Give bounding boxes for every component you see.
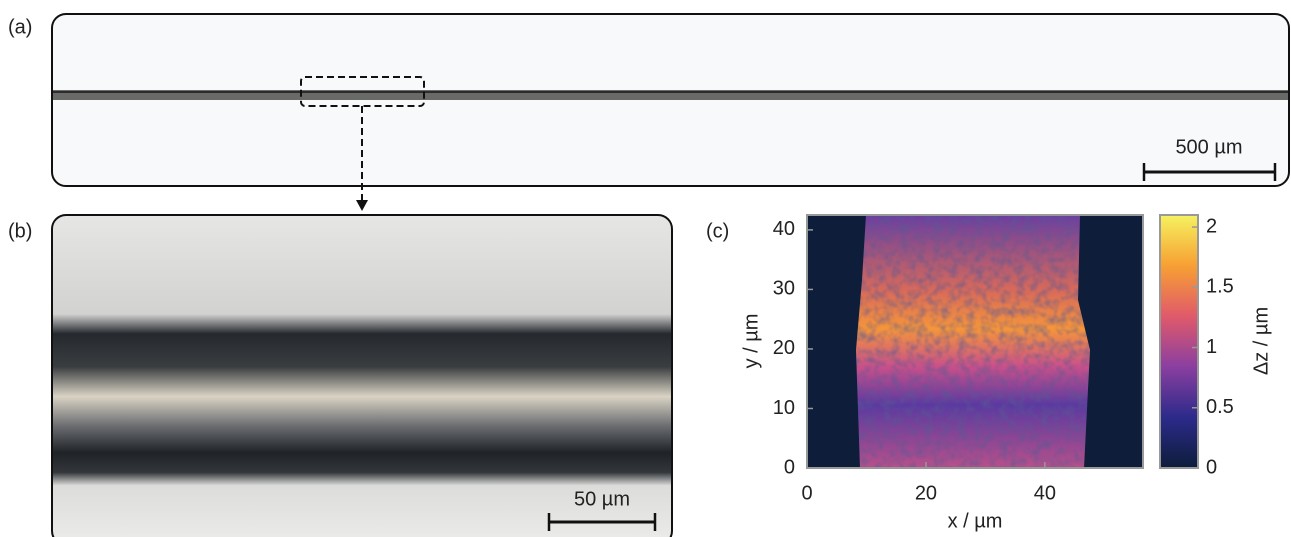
heatmap <box>806 214 1144 469</box>
y-tick-label: 0 <box>784 456 795 478</box>
y-tick-label: 40 <box>773 218 795 240</box>
x-axis-label: x / µm <box>948 510 1003 532</box>
fiber-edge <box>53 91 1288 93</box>
y-tick-label: 30 <box>773 278 795 300</box>
zoom-box <box>300 76 425 107</box>
colorbar-tick-label: 0.5 <box>1206 396 1234 418</box>
scale-bar-label: 50 µm <box>574 488 630 510</box>
colorbar-tick-label: 1.5 <box>1206 276 1234 298</box>
x-tick-label: 0 <box>801 482 812 504</box>
heatmap-texture <box>856 215 1090 468</box>
plot-frame <box>806 214 1144 469</box>
panel-label: (b) <box>8 220 32 242</box>
colorbar-tick-label: 0 <box>1206 456 1217 478</box>
colorbar-tick-label: 2 <box>1206 215 1217 237</box>
colorbar-label: Δz / µm <box>1250 307 1272 375</box>
panel-b-image <box>51 214 673 537</box>
arrow-head <box>356 200 368 211</box>
panel-label: (a) <box>8 16 32 38</box>
colorbar-tick-label: 1 <box>1206 336 1217 358</box>
panel-label: (c) <box>706 220 729 242</box>
x-tick-label: 40 <box>1034 482 1056 504</box>
y-tick-label: 20 <box>773 337 795 359</box>
y-axis-label: y / µm <box>740 314 762 369</box>
fiber <box>53 90 1288 100</box>
scale-bar-label: 500 µm <box>1175 136 1242 158</box>
x-tick-label: 20 <box>915 482 937 504</box>
y-tick-label: 10 <box>773 397 795 419</box>
colorbar <box>1159 214 1199 469</box>
